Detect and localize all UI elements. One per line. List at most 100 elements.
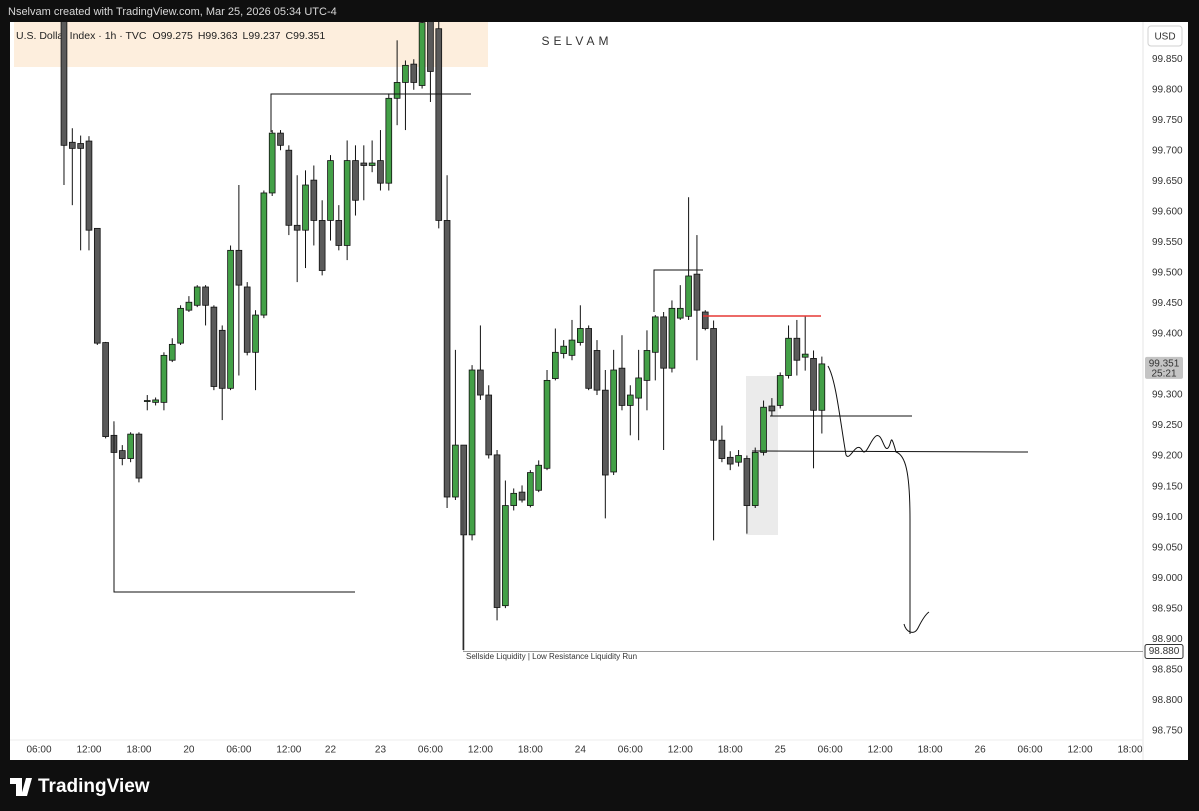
- candle-up: [418, 22, 426, 86]
- candle-up: [260, 192, 268, 316]
- candle-up: [685, 275, 692, 317]
- candle-up: [568, 339, 576, 356]
- currency[interactable]: USD: [1154, 32, 1175, 43]
- candle-up: [160, 354, 168, 403]
- candle-down: [68, 141, 76, 149]
- y-tick-label: 99.000: [1152, 573, 1183, 584]
- x-tick-label: 25: [775, 745, 787, 756]
- candle-down: [710, 328, 717, 441]
- brand-logo: [10, 778, 32, 796]
- candle-up: [327, 160, 334, 221]
- candle-down: [335, 220, 343, 246]
- y-tick-label: 99.500: [1152, 268, 1183, 279]
- credit: Nselvam created with TradingView.com, Ma…: [8, 6, 337, 18]
- y-tick-label: 98.800: [1152, 695, 1183, 706]
- legend-key: L: [243, 30, 249, 42]
- x-tick-label: 20: [183, 745, 195, 756]
- last-price-box: [1145, 356, 1183, 379]
- x-tick-label: 06:00: [618, 745, 643, 756]
- candle-up: [635, 377, 642, 399]
- x-tick-label: 06:00: [26, 745, 51, 756]
- last-price-label: 99.351: [1149, 359, 1180, 370]
- candle-up: [552, 351, 559, 379]
- candle-down: [443, 220, 451, 498]
- candle-up: [643, 350, 651, 381]
- candle-up: [785, 337, 792, 376]
- y-tick-label: 98.750: [1152, 725, 1183, 736]
- x-tick-label: 06:00: [1018, 745, 1043, 756]
- x-tick-label: 12:00: [468, 745, 493, 756]
- candle-down: [102, 342, 109, 437]
- candle-down: [360, 162, 368, 166]
- candle-down: [618, 367, 626, 406]
- legend: U.S. Dollar Index · 1h · TVC O99.275 H99.3…: [16, 30, 325, 42]
- x-tick-label: 18:00: [918, 745, 943, 756]
- x-tick-label: 06:00: [818, 745, 843, 756]
- candle-up: [760, 406, 767, 453]
- candle-up: [177, 307, 184, 344]
- y-tick-label: 99.050: [1152, 542, 1183, 553]
- brand: TradingView: [38, 776, 150, 797]
- candle-down: [77, 143, 84, 149]
- candle-up: [502, 505, 509, 607]
- candle-down: [410, 63, 418, 83]
- candle-up: [227, 249, 234, 389]
- x-tick-label: 12:00: [276, 745, 301, 756]
- legend-value: 99.275: [161, 30, 193, 42]
- drawings: [113, 93, 1029, 650]
- candle-down: [310, 179, 318, 221]
- candle-down: [60, 22, 68, 146]
- logo-icon: [10, 778, 32, 796]
- candle-down: [693, 273, 701, 311]
- y-tick-label: 99.400: [1152, 329, 1183, 340]
- candle-down: [277, 132, 284, 146]
- y-tick-label: 99.150: [1152, 481, 1183, 492]
- x-tick-label: 18:00: [718, 745, 743, 756]
- y-tick-label: 99.200: [1152, 451, 1183, 462]
- candle-up: [668, 307, 676, 369]
- y-tick-label: 99.650: [1152, 176, 1183, 187]
- y-tick-label: 99.100: [1152, 512, 1183, 523]
- candle-down: [585, 328, 592, 389]
- candle-down: [377, 160, 384, 184]
- candle-up: [193, 286, 201, 306]
- candle-down: [285, 149, 293, 226]
- candle-down: [210, 306, 218, 387]
- candle-up: [676, 307, 684, 319]
- y-tick-label: 99.850: [1152, 54, 1183, 65]
- chart-area: [10, 22, 1188, 760]
- candle-up: [152, 399, 159, 403]
- level-line: [113, 425, 355, 593]
- level-line: [653, 269, 703, 312]
- y-tick-label: 98.900: [1152, 634, 1183, 645]
- x-tick-label: 12:00: [1068, 745, 1093, 756]
- candle-down: [427, 22, 434, 72]
- x-tick-label: 18:00: [518, 745, 543, 756]
- candle-down: [726, 456, 734, 465]
- candle-up: [385, 97, 393, 184]
- x-tick-label: 22: [325, 745, 337, 756]
- currency-button[interactable]: [1147, 25, 1183, 47]
- legend-value: 99.351: [293, 30, 325, 42]
- candle-up: [393, 82, 401, 99]
- candle-down: [793, 337, 801, 361]
- y-tick-label: 99.800: [1152, 84, 1183, 95]
- y-tick-label: 99.300: [1152, 390, 1183, 401]
- candle-up: [343, 160, 351, 246]
- watermark: SELVAM: [542, 34, 613, 48]
- candle-down: [202, 286, 209, 306]
- candle-down: [118, 450, 126, 459]
- x-tick-label: 12:00: [76, 745, 101, 756]
- candle-up: [543, 379, 551, 469]
- candle-down: [477, 369, 484, 396]
- candle-up: [143, 400, 151, 402]
- candle-down: [768, 405, 776, 412]
- candle-up: [468, 369, 476, 536]
- candle-up: [510, 492, 518, 506]
- candle-up: [452, 444, 459, 498]
- candle-up: [535, 464, 543, 491]
- x-tick-label: 26: [975, 745, 987, 756]
- symbol: U.S. Dollar Index · 1h · TVC: [16, 30, 147, 42]
- countdown: 25:21: [1151, 369, 1176, 380]
- candle-down: [485, 394, 493, 456]
